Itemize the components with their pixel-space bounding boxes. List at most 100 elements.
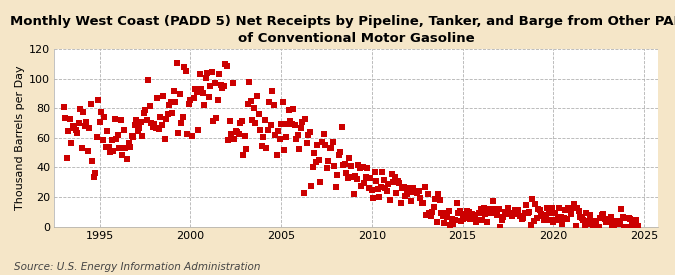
Point (163, 112, 173, 116)
Point (131, 117, 142, 122)
Point (374, 194, 385, 199)
Point (296, 126, 306, 130)
Point (268, 103, 279, 107)
Point (413, 188, 424, 193)
Point (90, 171, 101, 175)
Point (407, 185, 418, 190)
Point (492, 213, 503, 217)
Point (286, 122, 297, 126)
Point (223, 138, 234, 142)
Point (595, 216, 605, 221)
Point (69, 126, 80, 131)
Point (341, 170, 352, 175)
Point (469, 213, 480, 218)
Point (264, 100, 275, 104)
Point (99, 115, 110, 120)
Point (450, 218, 460, 222)
Point (410, 189, 421, 194)
Point (564, 207, 575, 211)
Point (439, 221, 450, 226)
Point (173, 130, 184, 135)
Point (462, 209, 472, 213)
Point (324, 146, 335, 150)
Point (419, 185, 430, 189)
Y-axis label: Thousand Barrels per Day: Thousand Barrels per Day (15, 65, 25, 210)
Point (486, 211, 497, 215)
Point (218, 83, 229, 88)
Point (485, 207, 495, 212)
Point (259, 118, 270, 123)
Point (143, 78, 154, 82)
Point (605, 215, 616, 220)
Point (197, 91, 208, 95)
Point (137, 134, 148, 138)
Point (546, 206, 557, 210)
Point (280, 135, 291, 139)
Point (291, 137, 302, 141)
Point (214, 72, 225, 77)
Point (463, 210, 474, 214)
Point (395, 200, 406, 205)
Point (70, 128, 81, 133)
Point (368, 196, 379, 200)
Point (514, 214, 525, 218)
Point (400, 193, 410, 198)
Point (437, 214, 448, 218)
Point (481, 220, 492, 224)
Point (518, 215, 529, 220)
Point (513, 207, 524, 212)
Point (457, 217, 468, 221)
Point (359, 181, 370, 185)
Point (242, 102, 253, 106)
Point (477, 218, 487, 223)
Point (404, 190, 415, 194)
Point (460, 216, 471, 220)
Point (226, 132, 237, 136)
Point (230, 129, 241, 134)
Point (607, 223, 618, 227)
Point (107, 138, 117, 142)
Point (224, 119, 235, 123)
Point (153, 127, 164, 131)
Point (182, 131, 193, 136)
Point (504, 210, 515, 215)
Point (317, 139, 327, 144)
Point (425, 213, 436, 218)
Point (398, 185, 409, 189)
Point (529, 219, 539, 224)
Point (506, 211, 516, 216)
Point (336, 125, 347, 129)
Point (391, 191, 402, 195)
Point (456, 219, 466, 223)
Point (580, 223, 591, 228)
Point (362, 166, 373, 170)
Point (380, 186, 391, 190)
Point (616, 207, 626, 211)
Point (620, 216, 631, 221)
Point (442, 215, 453, 219)
Point (229, 137, 240, 141)
Point (140, 108, 151, 112)
Point (397, 186, 408, 191)
Point (312, 142, 323, 147)
Point (184, 102, 194, 106)
Point (470, 219, 481, 224)
Point (82, 148, 93, 153)
Point (276, 122, 287, 126)
Point (200, 76, 211, 80)
Point (109, 117, 120, 121)
Point (213, 98, 223, 102)
Point (144, 103, 155, 108)
Point (192, 128, 203, 132)
Point (554, 206, 565, 211)
Point (292, 133, 303, 137)
Point (321, 166, 332, 170)
Point (274, 137, 285, 141)
Point (383, 182, 394, 187)
Point (167, 111, 178, 115)
Point (120, 146, 131, 151)
Point (454, 209, 465, 213)
Point (630, 224, 641, 229)
Point (152, 95, 163, 100)
Point (560, 208, 571, 213)
